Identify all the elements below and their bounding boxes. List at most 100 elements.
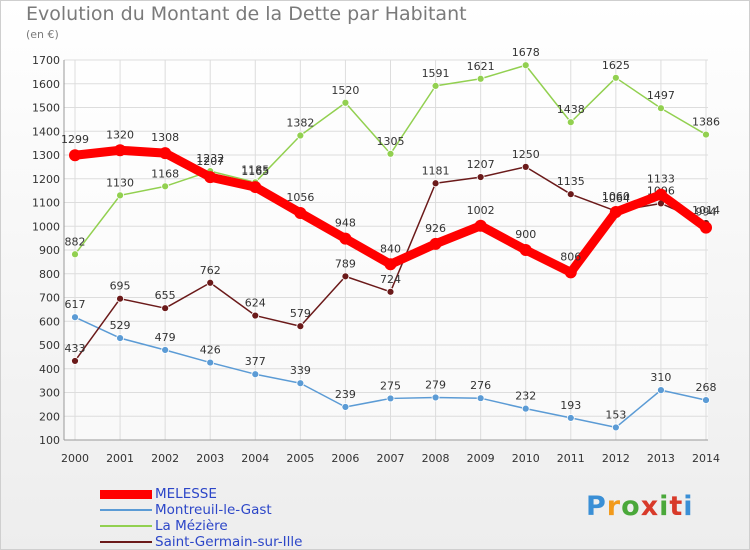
data-point <box>71 357 79 365</box>
legend-label: Saint-Germain-sur-Ille <box>155 534 303 550</box>
x-tick-label: 2007 <box>377 452 405 465</box>
data-label: 695 <box>110 280 131 293</box>
y-tick-label: 1400 <box>32 125 60 138</box>
data-label: 232 <box>515 390 536 403</box>
data-point <box>114 144 127 157</box>
data-label: 1207 <box>467 158 495 171</box>
data-point <box>251 370 260 379</box>
y-tick-label: 600 <box>39 315 60 328</box>
data-label: 268 <box>696 381 717 394</box>
data-point <box>386 394 395 403</box>
x-tick-label: 2008 <box>422 452 450 465</box>
data-point <box>386 287 395 296</box>
legend-swatch <box>100 509 152 511</box>
x-tick-label: 2001 <box>106 452 134 465</box>
data-point <box>476 173 485 181</box>
data-label: 1386 <box>692 116 720 129</box>
data-point <box>204 171 217 184</box>
legend-label: Montreuil-le-Gast <box>155 502 272 518</box>
data-label: 900 <box>515 228 536 241</box>
y-tick-label: 1500 <box>32 102 60 115</box>
x-tick-label: 2003 <box>196 452 224 465</box>
data-point <box>702 396 710 405</box>
data-point <box>341 98 350 107</box>
chart-title: Evolution du Montant de la Dette par Hab… <box>26 3 467 25</box>
data-point <box>431 179 440 188</box>
data-point <box>609 206 622 218</box>
data-label: 1305 <box>377 135 405 148</box>
x-tick-label: 2010 <box>512 452 540 465</box>
legend-swatch <box>100 541 152 543</box>
data-point <box>386 149 395 158</box>
data-label: 1185 <box>241 163 269 176</box>
data-label: 529 <box>110 319 131 332</box>
data-label: 1181 <box>422 164 450 177</box>
data-label: 433 <box>65 342 86 355</box>
data-point <box>566 118 575 127</box>
data-label: 377 <box>245 355 266 368</box>
data-label: 1064 <box>602 192 630 205</box>
legend-swatch <box>100 489 152 499</box>
y-tick-label: 1300 <box>32 149 60 162</box>
data-label: 1678 <box>512 46 540 59</box>
data-label: 1014 <box>692 204 720 217</box>
data-label: 579 <box>290 307 311 320</box>
y-tick-label: 1600 <box>32 78 60 91</box>
legend-item: Montreuil-le-Gast <box>100 502 302 518</box>
y-tick-label: 1700 <box>32 54 60 67</box>
data-label: 1056 <box>286 191 314 204</box>
data-label: 1207 <box>196 155 224 168</box>
data-point <box>702 130 710 139</box>
data-point <box>384 258 397 271</box>
y-tick-label: 100 <box>39 434 60 447</box>
data-label: 1250 <box>512 148 540 161</box>
data-point <box>71 313 79 322</box>
x-tick-label: 2009 <box>467 452 495 465</box>
data-point <box>657 386 665 395</box>
data-point <box>429 237 442 250</box>
data-point <box>116 334 124 343</box>
data-point <box>296 131 305 140</box>
data-point <box>206 278 215 287</box>
data-label: 882 <box>65 235 86 248</box>
data-label: 310 <box>650 371 671 384</box>
data-point <box>206 358 215 367</box>
data-label: 655 <box>155 289 176 302</box>
x-tick-label: 2004 <box>241 452 269 465</box>
data-label: 1135 <box>557 175 585 188</box>
legend: MELESSE Montreuil-le-Gast La Mézière Saint-… <box>100 486 302 550</box>
y-tick-label: 900 <box>39 244 60 257</box>
y-tick-label: 200 <box>39 410 60 423</box>
legend-item: Saint-Germain-sur-Ille <box>100 534 302 550</box>
data-label: 1299 <box>61 133 89 146</box>
data-point <box>654 188 667 201</box>
y-tick-label: 500 <box>39 339 60 352</box>
data-point <box>71 250 79 259</box>
data-label: 1060 <box>602 190 630 203</box>
legend-swatch <box>100 525 152 527</box>
data-point <box>161 346 170 354</box>
y-tick-label: 700 <box>39 292 60 305</box>
data-label: 1308 <box>151 131 179 144</box>
data-point <box>296 379 305 388</box>
data-point <box>611 423 620 432</box>
data-point <box>474 219 487 232</box>
data-point <box>341 403 350 411</box>
data-point <box>700 221 712 234</box>
data-point <box>657 104 665 113</box>
data-label: 1625 <box>602 59 630 72</box>
data-label: 153 <box>605 408 626 421</box>
data-label: 926 <box>425 222 446 235</box>
data-label: 840 <box>380 242 401 255</box>
data-label: 239 <box>335 388 356 401</box>
data-point <box>341 272 350 281</box>
data-label: 193 <box>560 399 581 412</box>
data-point <box>521 404 530 413</box>
x-tick-label: 2006 <box>331 452 359 465</box>
data-label: 1320 <box>106 128 134 141</box>
data-point <box>611 73 620 82</box>
proxiti-logo: Proxiti <box>586 491 694 522</box>
data-label: 276 <box>470 379 491 392</box>
data-point <box>161 182 170 191</box>
data-label: 1438 <box>557 103 585 116</box>
